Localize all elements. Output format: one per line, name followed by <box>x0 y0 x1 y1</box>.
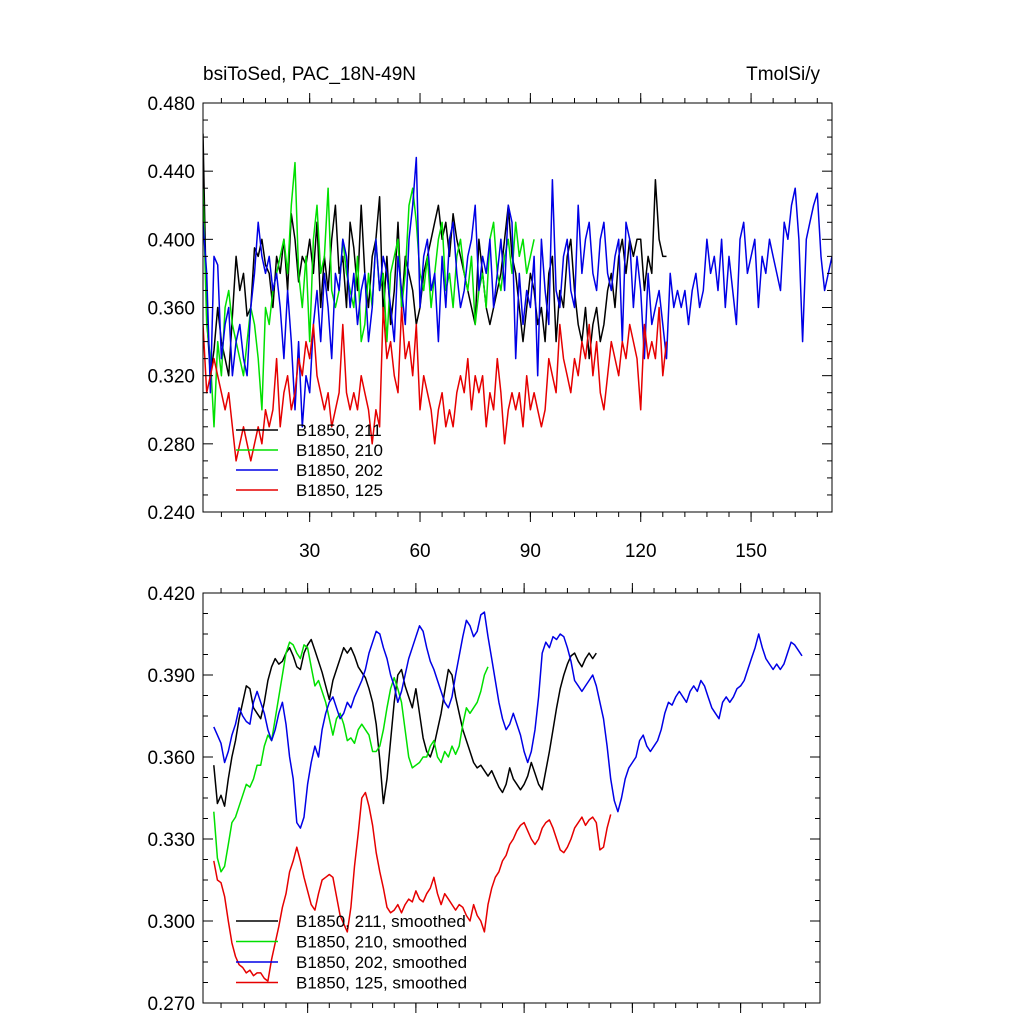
legend-label-b1850-202-smoothed: B1850, 202, smoothed <box>296 953 467 972</box>
y-tick-label: 0.270 <box>147 994 195 1015</box>
series-line-b1850-211 <box>203 133 667 377</box>
top-panel: 0.240 0.280 0.320 0.360 0.400 0.440 0.480 30 60 9… <box>147 93 833 562</box>
legend-label-b1850-210: B1850, 210 <box>296 441 383 460</box>
y-tick-label: 0.280 <box>147 435 195 456</box>
y-tick-label: 0.440 <box>147 162 195 183</box>
x-tick-label: 150 <box>735 541 767 562</box>
y-tick-label: 0.300 <box>147 912 195 933</box>
y-tick-label: 0.480 <box>147 94 195 115</box>
legend-label-b1850-125-smoothed: B1850, 125, smoothed <box>296 974 467 993</box>
series-line-b1850-125 <box>203 306 668 462</box>
y-tick-label: 0.400 <box>147 230 195 251</box>
x-tick-label: 30 <box>299 541 320 562</box>
y-tick-label: 0.360 <box>147 748 195 769</box>
series-line-b1850-211-smoothed <box>213 638 597 807</box>
legend-label-b1850-211: B1850, 211 <box>296 421 382 440</box>
x-tick-label: 60 <box>409 541 430 562</box>
series-line-b1850-202 <box>203 156 832 428</box>
x-tick-label: 90 <box>520 541 541 562</box>
x-tick-label: 120 <box>625 541 657 562</box>
y-tick-label: 0.330 <box>147 830 195 851</box>
y-tick-label: 0.320 <box>147 367 195 388</box>
series-line-b1850-210-smoothed <box>213 641 489 873</box>
series-line-b1850-202 <box>213 611 803 829</box>
legend-label-b1850-211-smoothed: B1850, 211, smoothed <box>296 912 466 931</box>
bottom-panel: 0.270 0.300 0.330 0.360 0.390 0.420 B1850, 211… <box>147 583 821 1015</box>
y-tick-label: 0.240 <box>147 503 195 524</box>
y-tick-label: 0.360 <box>147 299 195 320</box>
y-tick-label: 0.390 <box>147 666 195 687</box>
legend-label-b1850-210-smoothed: B1850, 210, smoothed <box>296 933 467 952</box>
left-title: bsiToSed, PAC_18N-49N <box>203 64 416 85</box>
legend-label-b1850-202: B1850, 202 <box>296 461 383 480</box>
y-tick-label: 0.420 <box>147 584 195 605</box>
right-title: TmolSi/y <box>746 64 820 85</box>
legend-label-b1850-125: B1850, 125 <box>296 481 383 500</box>
series-line-b1850-125-smoothed <box>213 791 612 982</box>
